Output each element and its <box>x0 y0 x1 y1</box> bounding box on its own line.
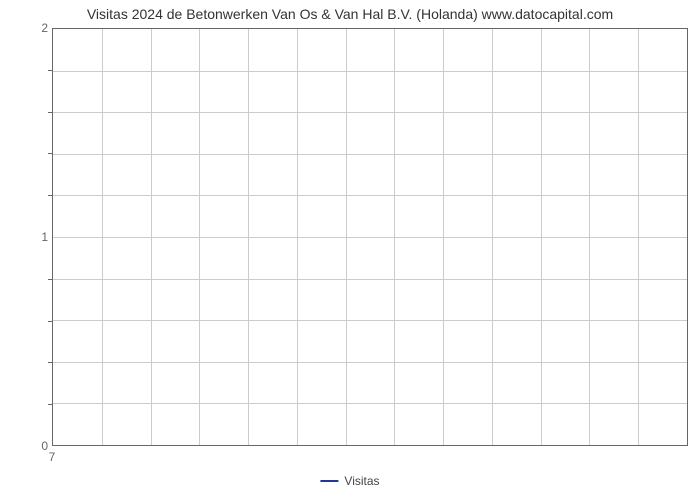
legend-swatch <box>320 480 338 482</box>
y-minor-tick <box>48 404 52 405</box>
y-tick-label: 1 <box>34 230 48 244</box>
y-minor-tick <box>48 362 52 363</box>
y-minor-tick <box>48 153 52 154</box>
gridline-horizontal <box>53 195 687 196</box>
gridline-vertical <box>638 29 639 445</box>
gridline-vertical <box>248 29 249 445</box>
y-minor-tick <box>48 279 52 280</box>
y-minor-tick <box>48 321 52 322</box>
gridline-horizontal <box>53 362 687 363</box>
chart-title: Visitas 2024 de Betonwerken Van Os & Van… <box>87 6 613 22</box>
x-tick-label: 7 <box>49 450 56 464</box>
y-tick-label: 2 <box>34 21 48 35</box>
gridline-horizontal <box>53 237 687 238</box>
chart-plot-area <box>52 28 688 446</box>
gridline-vertical <box>199 29 200 445</box>
gridline-vertical <box>346 29 347 445</box>
gridline-vertical <box>297 29 298 445</box>
y-minor-tick <box>48 112 52 113</box>
gridline-vertical <box>151 29 152 445</box>
gridline-horizontal <box>53 112 687 113</box>
legend-label: Visitas <box>344 474 379 488</box>
gridline-horizontal <box>53 154 687 155</box>
gridline-horizontal <box>53 71 687 72</box>
gridline-vertical <box>541 29 542 445</box>
gridline-horizontal <box>53 403 687 404</box>
y-minor-tick <box>48 70 52 71</box>
chart-legend: Visitas <box>320 474 379 488</box>
gridline-vertical <box>102 29 103 445</box>
gridline-vertical <box>394 29 395 445</box>
gridline-vertical <box>589 29 590 445</box>
gridline-vertical <box>492 29 493 445</box>
gridline-vertical <box>443 29 444 445</box>
y-minor-tick <box>48 195 52 196</box>
y-tick-label: 0 <box>34 439 48 453</box>
gridline-horizontal <box>53 279 687 280</box>
gridline-horizontal <box>53 320 687 321</box>
